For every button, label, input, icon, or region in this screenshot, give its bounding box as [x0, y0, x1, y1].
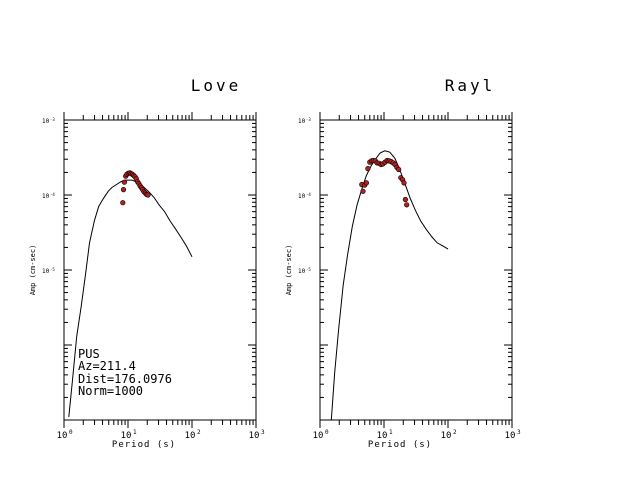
- love-y-tick-exponent: -3: [50, 117, 55, 122]
- love-y-tick-label: 10: [42, 193, 50, 200]
- love-data-point: [120, 187, 127, 193]
- love-y-tick-label: 10: [42, 268, 50, 275]
- rayl-x-tick-exponent: 1: [389, 429, 393, 436]
- love-data-point: [145, 192, 151, 198]
- love-x-tick-labels: 10 0 10 1 10 2 10 3: [57, 429, 265, 441]
- love-y-tick-label: 10: [42, 118, 50, 125]
- rayl-y-tick-exponent: -5: [306, 267, 311, 272]
- love-y-tick-labels: 10-310-410-5: [42, 117, 55, 275]
- love-station-info: PUS Az=211.4 Dist=176.0976 Norm=1000: [78, 347, 172, 398]
- love-axis-ticks: [63, 112, 257, 428]
- rayl-x-tick-label: 10: [505, 431, 516, 441]
- rayl-y-tick-labels: 10-310-410-5: [298, 117, 311, 275]
- love-x-tick-exponent: 3: [261, 429, 265, 436]
- azimuth-label: Az=211.4: [78, 359, 136, 373]
- love-x-tick-exponent: 0: [69, 429, 73, 436]
- love-x-tick-label: 10: [185, 431, 196, 441]
- rayl-panel: Rayl 10 0 10 1 10 2 10 3 10-310-410-5 Period (s…: [285, 76, 521, 450]
- distance-label: Dist=176.0976: [78, 372, 172, 386]
- rayl-plot-frame: [319, 119, 513, 421]
- rayl-data-point: [401, 180, 407, 186]
- love-x-tick-label: 10: [121, 431, 132, 441]
- rayl-x-tick-label: 10: [313, 431, 324, 441]
- rayl-y-tick-label: 10: [298, 193, 306, 200]
- rayl-data-point: [402, 196, 409, 203]
- love-y-axis-label: Amp (cm-sec): [29, 245, 37, 296]
- rayl-x-tick-exponent: 3: [517, 429, 521, 436]
- love-data-point: [121, 179, 127, 185]
- love-observed-points: [120, 170, 151, 206]
- rayl-x-tick-label: 10: [377, 431, 388, 441]
- love-x-axis-label: Period (s): [112, 440, 176, 450]
- love-title: Love: [191, 76, 242, 95]
- love-x-tick-exponent: 1: [133, 429, 137, 436]
- rayl-x-tick-labels: 10 0 10 1 10 2 10 3: [313, 429, 521, 441]
- rayl-synthetic-curve: [330, 150, 449, 421]
- rayl-x-axis-label: Period (s): [368, 440, 432, 450]
- norm-label: Norm=1000: [78, 384, 143, 398]
- rayl-x-tick-exponent: 0: [325, 429, 329, 436]
- love-x-tick-exponent: 2: [197, 429, 201, 436]
- rayl-y-tick-exponent: -4: [306, 192, 311, 197]
- love-x-tick-label: 10: [249, 431, 260, 441]
- love-y-tick-exponent: -4: [50, 192, 55, 197]
- rayl-y-tick-label: 10: [298, 268, 306, 275]
- rayl-data-point: [396, 166, 402, 173]
- station-name: PUS: [78, 347, 100, 361]
- rayl-x-tick-label: 10: [441, 431, 452, 441]
- rayl-axis-ticks: [319, 112, 513, 428]
- rayl-observed-points: [359, 157, 410, 208]
- rayl-data-point: [363, 180, 370, 186]
- rayl-data-point: [404, 202, 410, 208]
- rayl-y-axis-label: Amp (cm-sec): [285, 245, 293, 296]
- rayl-y-tick-exponent: -3: [306, 117, 311, 122]
- rayl-title: Rayl: [445, 76, 496, 95]
- rayl-data-point: [360, 188, 366, 194]
- rayl-y-tick-label: 10: [298, 118, 306, 125]
- rayl-data-point: [365, 166, 371, 172]
- love-panel: Love 10 0 10 1 10 2 10 3 10-310-410-5 Period (s…: [29, 76, 265, 450]
- love-y-tick-exponent: -5: [50, 267, 55, 272]
- love-x-tick-label: 10: [57, 431, 68, 441]
- love-data-point: [120, 200, 126, 206]
- rayl-x-tick-exponent: 2: [453, 429, 457, 436]
